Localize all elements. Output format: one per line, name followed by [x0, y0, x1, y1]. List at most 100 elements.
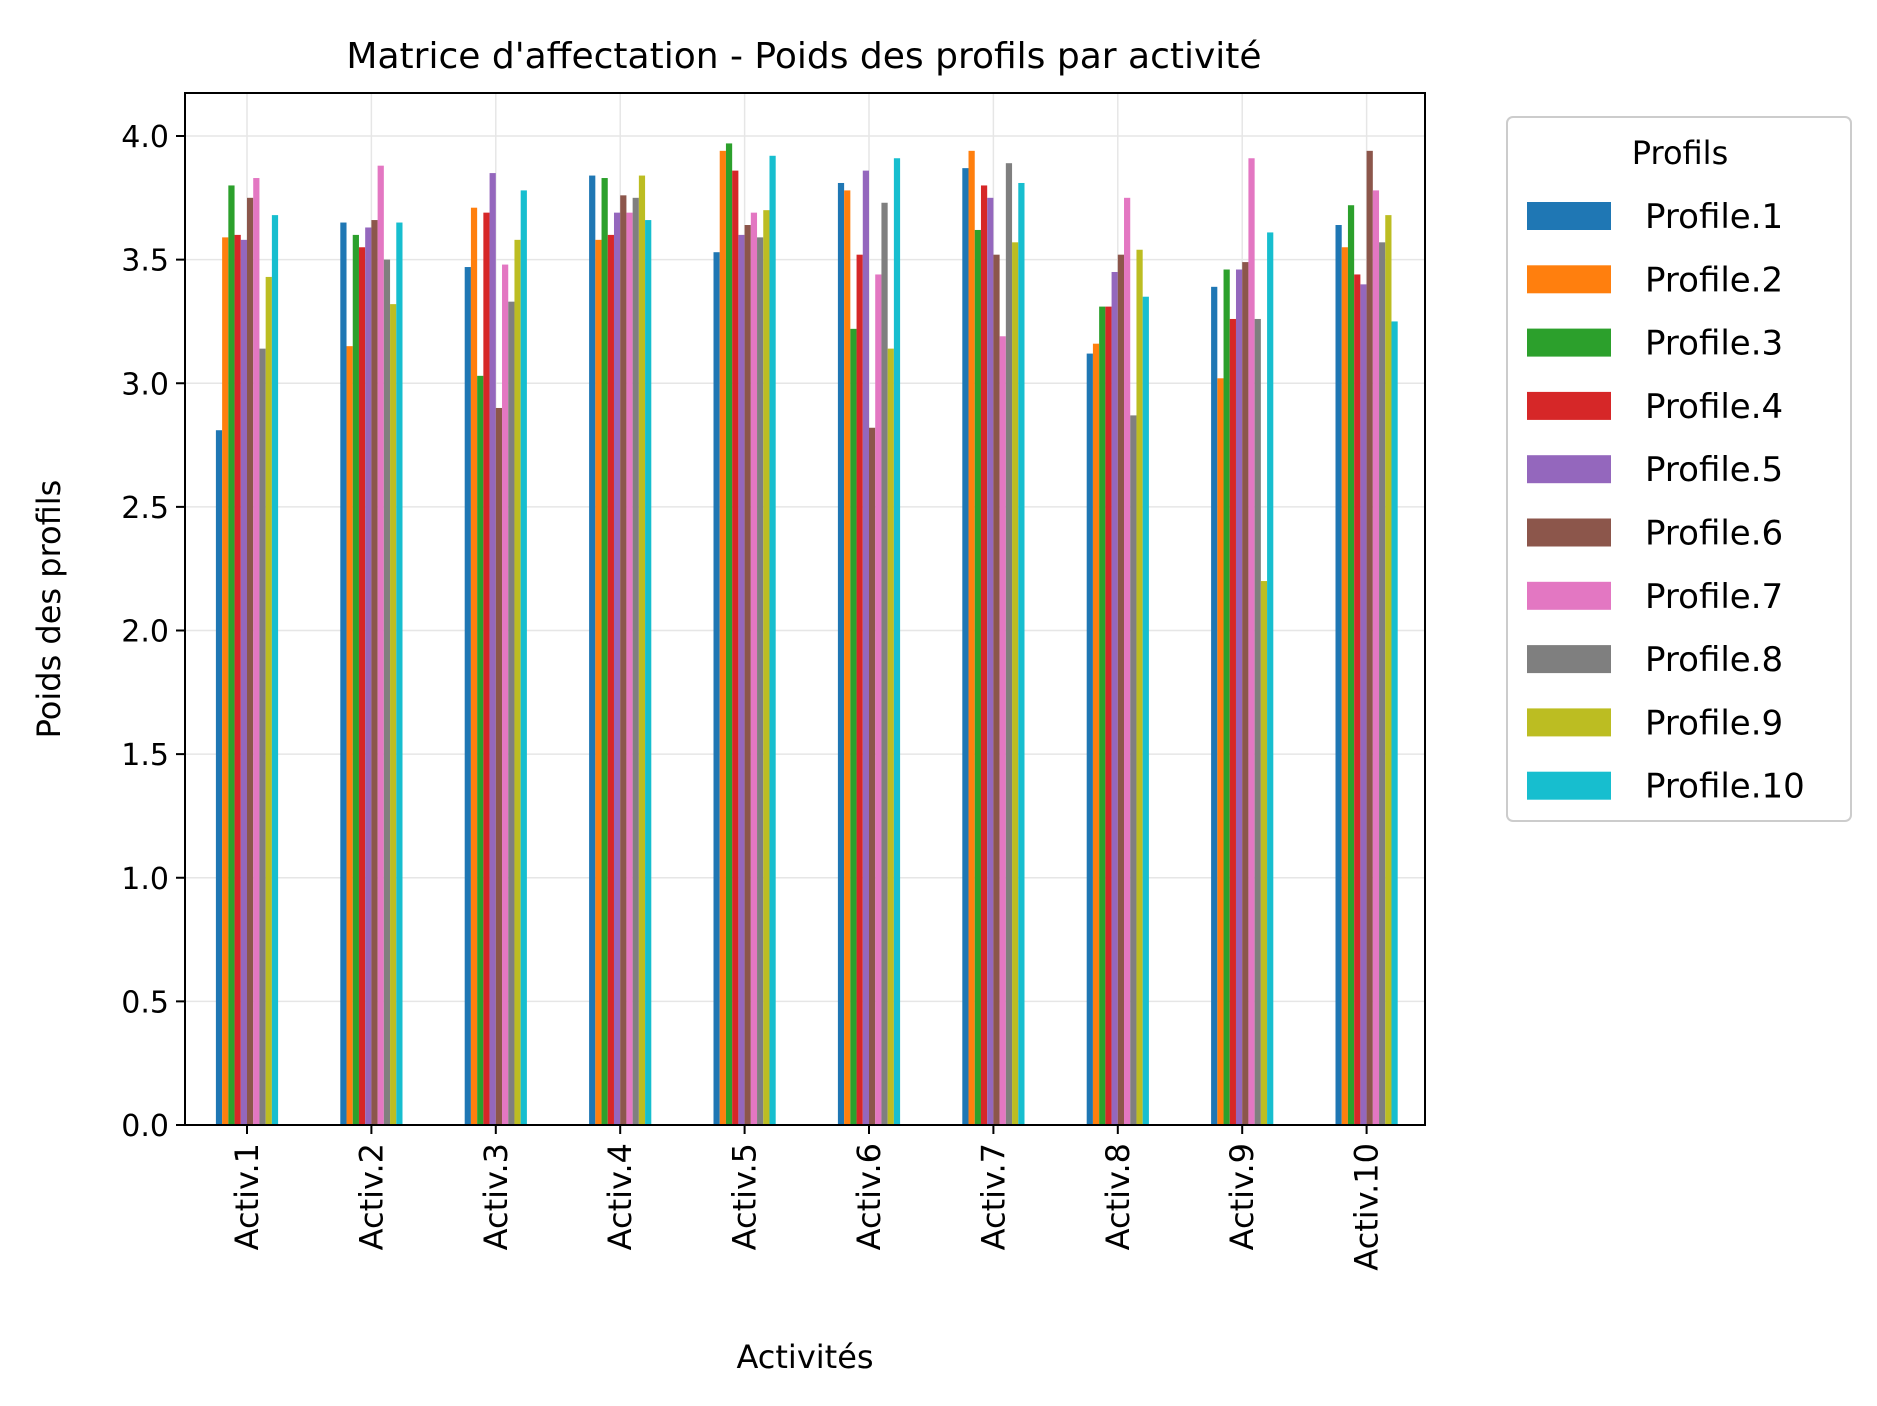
bar-profile-10-activ-5: [769, 155, 776, 1125]
x-tick-label: Activ.3: [477, 1143, 515, 1250]
x-tick-label: Activ.1: [228, 1143, 266, 1250]
bar-profile-10-activ-9: [1267, 232, 1274, 1126]
bar-profile-2-activ-2: [346, 346, 353, 1126]
bar-profile-6-activ-10: [1366, 150, 1373, 1125]
x-tick-label: Activ.10: [1348, 1143, 1386, 1271]
plot-frame: [184, 92, 1426, 1126]
bar-profile-9-activ-8: [1136, 249, 1143, 1126]
bar-profile-2-activ-7: [968, 150, 975, 1125]
bar-profile-7-activ-5: [750, 212, 758, 1125]
bar-profile-4-activ-2: [358, 247, 366, 1125]
x-tick-label: Activ.8: [1099, 1143, 1137, 1250]
bar-profile-9-activ-1: [265, 276, 272, 1125]
bars: [215, 143, 1398, 1126]
bar-profile-1-activ-8: [1086, 353, 1093, 1126]
bar-profile-2-activ-6: [844, 190, 851, 1125]
bar-profile-5-activ-10: [1360, 284, 1367, 1126]
bar-profile-3-activ-4: [601, 178, 608, 1126]
bar-profile-4-activ-6: [856, 254, 863, 1125]
bar-profile-3-activ-9: [1223, 269, 1230, 1125]
y-tick-label: 1.0: [121, 862, 169, 897]
bar-profile-6-activ-1: [247, 197, 254, 1125]
bar-profile-1-activ-4: [589, 175, 596, 1125]
bar-profile-4-activ-1: [234, 234, 241, 1125]
bar-profile-4-activ-3: [483, 212, 490, 1125]
bar-profile-5-activ-4: [613, 212, 621, 1125]
bar-profile-4-activ-4: [607, 234, 614, 1125]
bar-profile-10-activ-4: [645, 220, 652, 1125]
bar-profile-9-activ-2: [390, 304, 397, 1125]
bar-profile-1-activ-1: [215, 430, 223, 1125]
y-tick-label: 0.0: [121, 1109, 169, 1144]
legend-swatch: [1527, 455, 1611, 484]
bar-profile-2-activ-10: [1341, 247, 1348, 1125]
y-tick-label: 1.5: [121, 738, 169, 773]
legend-label: Profile.10: [1645, 767, 1805, 807]
bar-profile-5-activ-3: [489, 173, 496, 1125]
bar-profile-8-activ-1: [259, 348, 266, 1125]
bar-profile-1-activ-10: [1335, 225, 1342, 1125]
x-tick-label: Activ.2: [352, 1143, 390, 1250]
bar-profile-1-activ-3: [464, 267, 471, 1126]
bar-profile-1-activ-6: [837, 182, 845, 1126]
bar-profile-1-activ-7: [962, 168, 969, 1125]
legend-swatch: [1527, 328, 1611, 357]
bar-profile-9-activ-9: [1260, 581, 1268, 1125]
bar-profile-8-activ-4: [632, 197, 639, 1125]
bar-profile-1-activ-5: [713, 252, 720, 1125]
bar-profile-2-activ-4: [595, 239, 602, 1126]
bar-profile-5-activ-1: [240, 239, 247, 1126]
bar-profile-9-activ-5: [763, 210, 770, 1126]
bar-profile-7-activ-1: [253, 178, 260, 1126]
legend-swatch: [1527, 708, 1611, 737]
bar-profile-6-activ-9: [1242, 262, 1249, 1125]
y-tick-label: 0.5: [121, 985, 169, 1020]
legend-swatch: [1527, 518, 1611, 547]
bar-profile-2-activ-8: [1092, 343, 1100, 1125]
bar-profile-1-activ-9: [1211, 286, 1218, 1125]
bar-profile-2-activ-1: [222, 237, 229, 1125]
bar-profile-7-activ-2: [377, 165, 384, 1126]
bar-profile-3-activ-3: [477, 375, 484, 1125]
bar-profile-3-activ-5: [725, 143, 733, 1126]
bar-profile-8-activ-8: [1130, 415, 1137, 1126]
bar-profile-7-activ-9: [1248, 158, 1255, 1125]
x-axis: Activ.1 Activ.2 Activ.3 Activ.4 Activ.5 Activ…: [228, 1125, 1386, 1271]
y-tick-label: 4.0: [121, 120, 169, 155]
bar-profile-5-activ-5: [738, 234, 745, 1125]
y-tick-label: 2.5: [121, 491, 169, 526]
bar-profile-10-activ-10: [1391, 321, 1398, 1125]
bar-profile-5-activ-8: [1111, 271, 1118, 1125]
bar-profile-10-activ-1: [271, 215, 279, 1125]
bar-profile-10-activ-6: [893, 158, 901, 1125]
legend-swatch: [1527, 645, 1611, 674]
bar-profile-6-activ-4: [620, 195, 627, 1126]
legend-swatch: [1527, 265, 1611, 294]
legend-swatch: [1527, 202, 1611, 230]
bar-profile-6-activ-2: [371, 220, 378, 1125]
bar-profile-8-activ-5: [757, 237, 764, 1125]
legend-swatch: [1527, 581, 1611, 610]
bar-profile-9-activ-4: [638, 175, 646, 1125]
bar-profile-4-activ-10: [1354, 274, 1361, 1126]
bar-profile-7-activ-8: [1124, 197, 1131, 1125]
bar-profile-3-activ-6: [850, 328, 857, 1126]
bar-profile-2-activ-5: [719, 150, 726, 1125]
x-tick-label: Activ.9: [1223, 1143, 1261, 1250]
bar-profile-9-activ-7: [1012, 242, 1019, 1125]
x-axis-label: Activités: [736, 1338, 873, 1376]
bar-profile-3-activ-8: [1099, 306, 1106, 1125]
bar-profile-9-activ-3: [514, 239, 521, 1126]
bar-profile-10-activ-8: [1142, 296, 1149, 1125]
bar-profile-8-activ-2: [383, 259, 391, 1125]
bar-profile-7-activ-3: [502, 264, 509, 1125]
y-axis-label: Poids des profils: [30, 480, 68, 739]
chart-title: Matrice d'affectation - Poids des profil…: [346, 36, 1261, 77]
legend-label: Profile.2: [1645, 260, 1783, 300]
bar-profile-4-activ-8: [1105, 306, 1112, 1125]
x-tick-label: Activ.6: [850, 1143, 888, 1250]
bar-profile-3-activ-10: [1347, 205, 1355, 1126]
bar-profile-8-activ-6: [881, 202, 888, 1125]
legend-label: Profile.9: [1645, 703, 1783, 743]
y-tick-label: 2.0: [121, 615, 169, 650]
